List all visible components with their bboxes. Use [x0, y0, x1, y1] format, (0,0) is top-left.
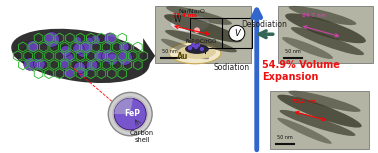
Ellipse shape — [178, 45, 216, 59]
Ellipse shape — [291, 27, 364, 55]
Text: 73.2 nm: 73.2 nm — [292, 99, 316, 104]
Text: 84.7 nm: 84.7 nm — [302, 13, 325, 19]
Text: Au: Au — [177, 52, 189, 61]
Circle shape — [74, 37, 82, 45]
Ellipse shape — [288, 91, 361, 112]
Ellipse shape — [282, 37, 333, 59]
Ellipse shape — [170, 15, 210, 32]
Circle shape — [194, 27, 200, 33]
Text: Sodiation: Sodiation — [214, 63, 250, 72]
Circle shape — [102, 49, 115, 63]
Circle shape — [79, 41, 93, 54]
Bar — [278, 6, 373, 63]
Circle shape — [194, 45, 198, 49]
Ellipse shape — [166, 6, 232, 25]
Text: V: V — [234, 29, 240, 38]
Ellipse shape — [280, 110, 355, 136]
Circle shape — [74, 62, 85, 74]
Text: FeP@C/rGO: FeP@C/rGO — [185, 39, 217, 44]
Circle shape — [90, 35, 100, 45]
Circle shape — [63, 52, 74, 63]
Circle shape — [59, 58, 70, 69]
Text: 50 nm: 50 nm — [277, 135, 293, 140]
Text: Carbon
shell: Carbon shell — [130, 130, 154, 143]
Bar — [222, 19, 252, 48]
Circle shape — [200, 47, 204, 51]
Circle shape — [76, 43, 91, 57]
Circle shape — [64, 68, 74, 78]
Ellipse shape — [165, 30, 237, 52]
Circle shape — [86, 60, 98, 71]
Ellipse shape — [164, 14, 242, 42]
Circle shape — [114, 98, 146, 130]
Ellipse shape — [185, 44, 209, 54]
Ellipse shape — [161, 39, 209, 59]
Circle shape — [118, 51, 132, 65]
Ellipse shape — [277, 95, 362, 128]
Circle shape — [112, 96, 148, 132]
Circle shape — [191, 43, 195, 47]
Text: FeP: FeP — [124, 109, 140, 118]
Ellipse shape — [285, 13, 366, 43]
Circle shape — [188, 46, 192, 50]
Circle shape — [60, 46, 71, 56]
Circle shape — [94, 50, 105, 62]
Bar — [155, 6, 251, 63]
Text: 50 nm: 50 nm — [285, 49, 301, 54]
Text: W: W — [173, 15, 181, 24]
Circle shape — [229, 25, 245, 41]
Bar — [270, 91, 369, 149]
Polygon shape — [143, 38, 155, 74]
Text: Desodiation: Desodiation — [241, 20, 287, 29]
Text: 50 nm: 50 nm — [162, 49, 178, 54]
Text: 75.4 nm: 75.4 nm — [173, 13, 197, 19]
Ellipse shape — [277, 118, 332, 144]
Circle shape — [107, 54, 118, 65]
Ellipse shape — [11, 29, 150, 83]
Text: 54.9% Volume
Expansion: 54.9% Volume Expansion — [262, 60, 339, 82]
Circle shape — [34, 58, 45, 70]
Circle shape — [79, 68, 88, 78]
Circle shape — [119, 42, 129, 52]
FancyArrow shape — [187, 32, 192, 48]
Polygon shape — [14, 40, 34, 72]
Circle shape — [108, 53, 117, 62]
Circle shape — [104, 33, 116, 45]
Circle shape — [196, 43, 200, 47]
Circle shape — [23, 58, 36, 70]
Wedge shape — [114, 98, 133, 114]
Circle shape — [85, 37, 94, 46]
Circle shape — [73, 43, 84, 54]
Circle shape — [44, 32, 59, 47]
Text: Na/Na₂O: Na/Na₂O — [178, 8, 205, 13]
Circle shape — [27, 41, 39, 52]
Ellipse shape — [169, 42, 221, 64]
Ellipse shape — [289, 6, 356, 25]
Circle shape — [108, 92, 152, 136]
